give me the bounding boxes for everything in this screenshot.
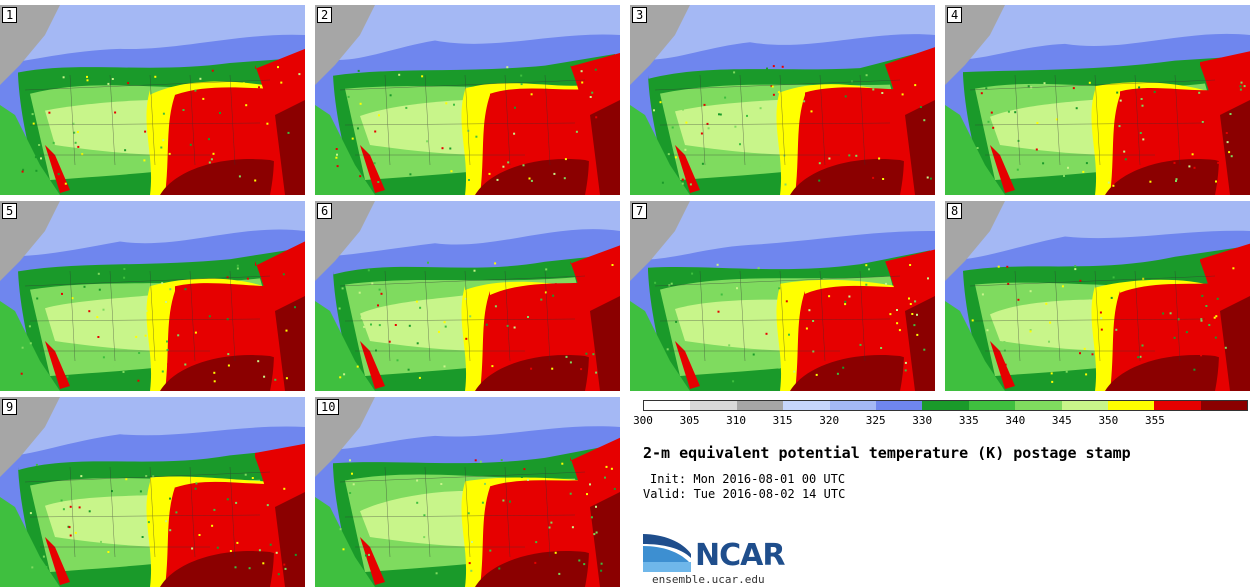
colorbar: [643, 400, 1248, 411]
colorbar-tick-label: 345: [1051, 414, 1072, 427]
theta-e-map: [630, 201, 935, 391]
colorbar-segment: [968, 401, 1016, 410]
colorbar-tick-label: 325: [865, 414, 886, 427]
colorbar-segment: [922, 401, 969, 410]
ncar-logo-icon: [643, 534, 691, 572]
colorbar-segment: [1015, 401, 1062, 410]
panel-number: 2: [317, 7, 333, 23]
theta-e-map: [630, 5, 935, 195]
member-panel-7: 7: [630, 201, 935, 391]
theta-e-map: [315, 201, 620, 391]
panel-number: 9: [2, 399, 18, 415]
colorbar-segment: [736, 401, 784, 410]
theta-e-map: [0, 397, 305, 587]
colorbar-tick-label: 330: [912, 414, 933, 427]
colorbar-segment: [783, 401, 830, 410]
colorbar-tick-label: 350: [1098, 414, 1119, 427]
colorbar-tick-label: 300: [633, 414, 653, 427]
colorbar-segment: [1154, 401, 1201, 410]
logo-url: ensemble.ucar.edu: [652, 573, 765, 586]
member-panel-8: 8: [945, 201, 1250, 391]
colorbar-tick-label: 340: [1005, 414, 1026, 427]
member-panel-9: 9: [0, 397, 305, 587]
panel-number: 10: [317, 399, 340, 415]
colorbar-segment: [875, 401, 923, 410]
theta-e-map: [945, 201, 1250, 391]
member-panel-3: 3: [630, 5, 935, 195]
init-time: Init: Mon 2016-08-01 00 UTC: [650, 472, 846, 486]
theta-e-map: [0, 201, 305, 391]
theta-e-map: [945, 5, 1250, 195]
colorbar-segment: [1200, 401, 1248, 410]
page-title: 2-m equivalent potential temperature (K)…: [643, 444, 1131, 462]
time-info: Init: Mon 2016-08-01 00 UTC Valid: Tue 2…: [643, 472, 845, 502]
colorbar-segment: [644, 401, 691, 410]
panel-number: 1: [2, 7, 18, 23]
member-panel-5: 5: [0, 201, 305, 391]
member-panel-10: 10: [315, 397, 620, 587]
panel-number: 7: [632, 203, 648, 219]
colorbar-tick-labels: 300 305 310 315 320 325 330 335 340 345 350 355: [633, 414, 1248, 428]
colorbar-segment: [1107, 401, 1155, 410]
colorbar-segment: [829, 401, 876, 410]
theta-e-map: [315, 5, 620, 195]
member-panel-4: 4: [945, 5, 1250, 195]
ncar-logo-text: NCAR: [695, 538, 785, 573]
colorbar-segment: [1061, 401, 1108, 410]
panel-number: 5: [2, 203, 18, 219]
valid-time: Valid: Tue 2016-08-02 14 UTC: [643, 487, 846, 501]
member-panel-6: 6: [315, 201, 620, 391]
colorbar-tick-label: 315: [772, 414, 793, 427]
colorbar-tick-label: 305: [679, 414, 700, 427]
member-panel-1: 1: [0, 5, 305, 195]
theta-e-map: [315, 397, 620, 587]
panel-number: 8: [947, 203, 963, 219]
panel-number: 6: [317, 203, 333, 219]
colorbar-tick-label: 335: [958, 414, 979, 427]
member-panel-2: 2: [315, 5, 620, 195]
panel-number: 3: [632, 7, 648, 23]
colorbar-tick-label: 320: [819, 414, 840, 427]
colorbar-tick-label: 310: [726, 414, 746, 427]
colorbar-tick-label: 355: [1144, 414, 1165, 427]
theta-e-map: [0, 5, 305, 195]
colorbar-segment: [690, 401, 737, 410]
panel-number: 4: [947, 7, 963, 23]
